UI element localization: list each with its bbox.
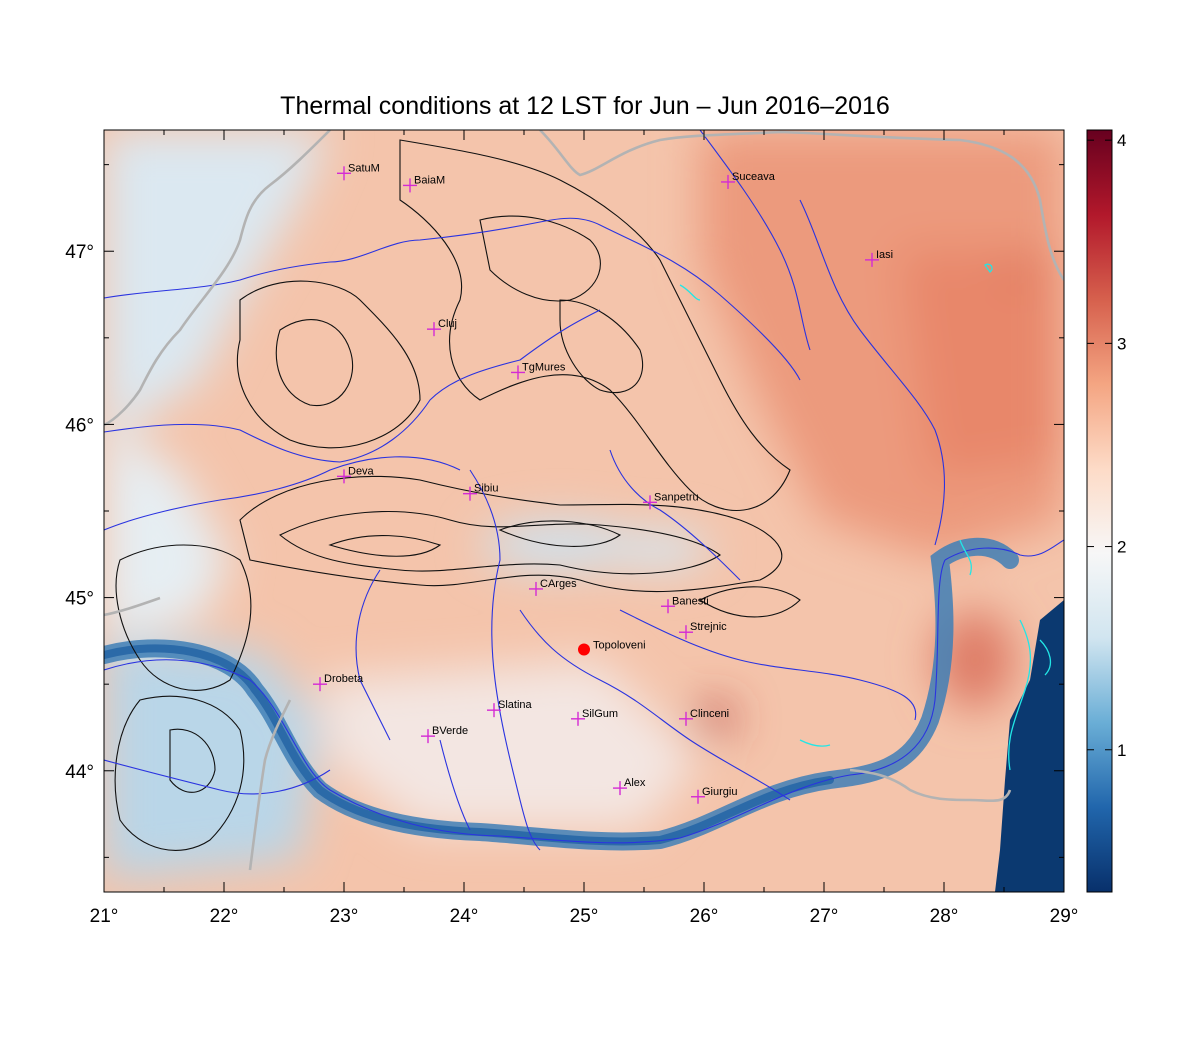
station-marker: SilGum: [571, 708, 618, 726]
lon-tick-label: 25°: [570, 906, 599, 927]
station-marker: TgMures: [511, 361, 566, 380]
highlight-station-dot: [578, 643, 590, 656]
station-label: Banesti: [672, 595, 709, 607]
station-marker: Clinceni: [679, 708, 729, 726]
station-marker: Sibiu: [463, 483, 498, 501]
lat-tick-label: 46°: [65, 415, 94, 436]
colorbar-tick-label: 3: [1117, 334, 1126, 353]
station-label: Drobeta: [324, 673, 364, 685]
station-label: Cluj: [438, 318, 457, 330]
station-marker: Strejnic: [679, 621, 727, 640]
station-marker: Iasi: [865, 249, 893, 267]
colorbar-ticks: 1 2 3 4: [1087, 131, 1126, 760]
station-label: Deva: [348, 465, 375, 477]
station-marker: Alex: [613, 777, 646, 796]
station-label: Slatina: [498, 699, 533, 711]
lon-tick-label: 22°: [210, 906, 239, 927]
station-marker: Suceava: [721, 171, 776, 189]
station-label: BVerde: [432, 725, 468, 737]
lon-tick-label: 26°: [690, 906, 719, 927]
colorbar-tick-label: 1: [1117, 741, 1126, 760]
lon-tick-label: 21°: [90, 906, 119, 927]
station-marker: BaiaM: [403, 174, 445, 193]
station-marker: Drobeta: [313, 673, 364, 692]
station-label: CArges: [540, 578, 577, 590]
station-marker: Giurgiu: [691, 786, 737, 804]
lat-tick-label: 44°: [65, 762, 94, 783]
station-label: Clinceni: [690, 708, 729, 720]
station-label: Iasi: [876, 249, 893, 261]
highlight-station-label: Topoloveni: [593, 640, 646, 652]
station-marker: Slatina: [487, 699, 533, 718]
station-marker: Deva: [337, 465, 375, 484]
station-marker: BVerde: [421, 725, 468, 744]
colorbar: [1087, 130, 1112, 892]
station-marker: SatuM: [337, 162, 380, 181]
colorbar-tick-label: 2: [1117, 538, 1126, 557]
longitude-labels: 21° 22° 23° 24° 25° 26° 27° 28° 29°: [90, 906, 1079, 927]
station-marker: Banesti: [661, 595, 709, 614]
lon-tick-label: 29°: [1050, 906, 1079, 927]
colorbar-tick-label: 4: [1117, 131, 1126, 150]
lon-tick-label: 23°: [330, 906, 359, 927]
station-marker: Sanpetru: [643, 491, 699, 510]
lon-tick-label: 28°: [930, 906, 959, 927]
latitude-labels: 44° 45° 46° 47°: [65, 242, 94, 783]
station-label: Sibiu: [474, 483, 498, 495]
station-markers: SatuM BaiaM Suceava Iasi Cluj TgMures Deva Sibi…: [313, 162, 893, 804]
station-label: Strejnic: [690, 621, 727, 633]
map-title: Thermal conditions at 12 LST for Jun – J…: [280, 92, 890, 120]
axis-ticks: [103, 130, 1065, 892]
station-label: SatuM: [348, 162, 380, 174]
station-label: BaiaM: [414, 174, 445, 186]
lon-tick-label: 24°: [450, 906, 479, 927]
station-label: Sanpetru: [654, 491, 699, 503]
heatmap-field: [104, 130, 1064, 892]
station-marker: Cluj: [427, 318, 457, 337]
station-label: Suceava: [732, 171, 776, 183]
station-label: Alex: [624, 777, 646, 789]
lat-tick-label: 47°: [65, 242, 94, 263]
station-marker: CArges: [529, 578, 577, 596]
lat-tick-label: 45°: [65, 589, 94, 610]
station-label: TgMures: [522, 361, 566, 373]
lon-tick-label: 27°: [810, 906, 839, 927]
station-label: Giurgiu: [702, 786, 737, 798]
station-label: SilGum: [582, 708, 618, 720]
